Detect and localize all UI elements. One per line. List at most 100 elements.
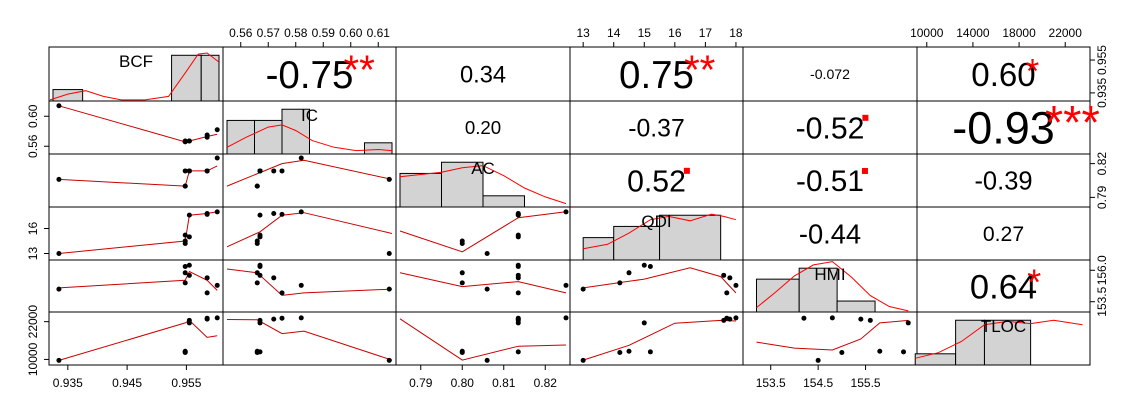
density-curve-bcf (49, 52, 220, 101)
smoother-line-ac-tloc (399, 318, 567, 361)
tick-label-qdi_left: 16 (26, 222, 40, 236)
panel-border-5-4 (742, 311, 918, 366)
correlation-value-ac-hmi: -0.51 (796, 165, 864, 198)
tick-label-qdi_left: 13 (26, 247, 40, 261)
tick-label-tloc_top: 18000 (1002, 26, 1036, 40)
data-point-qdi-tloc-8 (733, 315, 739, 321)
data-point-qdi-hmi-8 (733, 282, 739, 288)
histogram-bar-hmi-1 (798, 267, 838, 313)
smoother-line-hmi-tloc (756, 319, 909, 351)
smoother-line-ac-qdi (399, 211, 567, 253)
tick-label-ac_bottom: 0.82 (534, 376, 558, 390)
tick-label-tloc_top: 22000 (1049, 26, 1083, 40)
smoother-line-qdi-tloc (583, 319, 736, 361)
correlation-value-qdi-tloc: 0.27 (983, 223, 1024, 246)
tick-label-ic_top: 0.59 (312, 26, 336, 40)
data-point-ac-hmi-1 (459, 280, 465, 286)
data-point-qdi-hmi-5 (721, 272, 727, 278)
data-point-bcf-hmi-0 (56, 286, 62, 292)
correlation-value-ic-hmi: -0.52 (796, 112, 865, 145)
panel-border-5-2 (395, 311, 571, 366)
data-point-bcf-hmi-3 (182, 264, 188, 270)
data-point-ac-tloc-0 (484, 357, 490, 363)
data-point-qdi-hmi-1 (617, 280, 623, 286)
panel-border-4-1 (222, 259, 397, 313)
tick-label-ic_left: 0.56 (26, 134, 40, 158)
data-point-bcf-hmi-5 (186, 272, 192, 278)
density-curve-hmi (756, 261, 909, 312)
variable-label-bcf: BCF (119, 52, 153, 71)
data-point-bcf-ic-3 (182, 138, 188, 144)
data-point-ic-ac-8 (298, 155, 304, 161)
density-curve-qdi (583, 213, 737, 250)
data-point-ic-tloc-7 (279, 315, 285, 321)
data-point-ic-ac-6 (271, 168, 277, 174)
data-point-ic-hmi-7 (279, 290, 285, 296)
histogram-bar-ic-2 (281, 108, 310, 155)
data-point-ic-qdi-2 (254, 238, 260, 244)
significance-mark-ic-hmi (862, 114, 869, 121)
histogram-bar-tloc-2 (983, 319, 1032, 366)
panel-border-5-0 (48, 311, 224, 366)
data-point-hmi-tloc-6 (858, 316, 864, 322)
panel-border-5-3 (569, 311, 744, 366)
tick-label-hmi_bottom: 154.5 (803, 376, 833, 390)
correlation-value-bcf-ac: 0.34 (460, 63, 506, 89)
data-point-ic-hmi-8 (298, 282, 304, 288)
data-point-bcf-qdi-8 (214, 209, 220, 215)
data-point-ic-qdi-6 (271, 211, 277, 216)
tick-label-qdi_top: 17 (699, 26, 713, 40)
histogram-bar-bcf-4 (171, 54, 202, 102)
tick-label-ic_top: 0.60 (339, 26, 363, 40)
tick-label-bcf_bottom: 0.935 (53, 376, 83, 390)
data-point-bcf-qdi-2 (182, 238, 188, 244)
data-point-bcf-ic-7 (204, 132, 210, 138)
histogram-bar-ic-5 (364, 142, 393, 155)
histogram-bar-bcf-5 (200, 54, 220, 102)
tick-label-ac_right: 0.82 (1095, 152, 1109, 176)
data-point-ic-qdi-5 (257, 212, 263, 218)
panel-border-3-1 (222, 206, 397, 261)
significance-stars-ic-tloc: *** (1045, 97, 1100, 150)
data-point-ic-hmi-0 (386, 286, 392, 292)
density-curve-ic (226, 124, 393, 152)
correlation-value-ic-qdi: -0.37 (628, 115, 685, 142)
smoother-line-ic-hmi (226, 268, 393, 296)
data-point-bcf-tloc-7 (204, 315, 210, 321)
tick-label-ac_bottom: 0.79 (409, 376, 433, 390)
correlation-value-ic-tloc: -0.93 (952, 103, 1055, 154)
density-curve-ac (399, 165, 567, 205)
data-point-bcf-qdi-5 (186, 212, 192, 218)
data-point-bcf-ac-5 (186, 168, 192, 174)
correlation-value-hmi-tloc: 0.64 (970, 268, 1037, 306)
histogram-bar-qdi-1 (613, 225, 661, 261)
data-point-hmi-tloc-5 (867, 317, 873, 323)
data-point-ac-hmi-4 (515, 262, 521, 268)
tick-label-bcf_bottom: 0.955 (171, 376, 201, 390)
tick-label-hmi_right: 153.5 (1095, 286, 1109, 316)
significance-stars-hmi-tloc: * (1027, 262, 1041, 303)
data-point-bcf-hmi-6 (204, 275, 210, 281)
data-point-qdi-tloc-4 (641, 320, 647, 326)
data-point-bcf-qdi-3 (182, 232, 188, 238)
correlation-value-ic-ac: 0.20 (465, 117, 501, 138)
data-point-bcf-ac-8 (214, 155, 220, 161)
data-point-qdi-hmi-0 (580, 286, 586, 292)
data-point-bcf-tloc-0 (56, 357, 62, 363)
tick-label-ic_left: 0.60 (26, 104, 40, 128)
data-point-ic-tloc-6 (271, 316, 277, 322)
histogram-bar-ac-0 (399, 172, 442, 208)
data-point-qdi-hmi-6 (727, 275, 733, 281)
smoother-line-bcf-tloc (58, 319, 218, 361)
tick-label-hmi_bottom: 155.5 (851, 376, 881, 390)
tick-label-tloc_left: 22000 (26, 305, 40, 339)
tick-label-tloc_top: 10000 (910, 26, 944, 40)
histogram-bar-hmi-0 (755, 278, 800, 313)
data-point-qdi-hmi-7 (724, 290, 730, 296)
panel-border-4-0 (48, 259, 224, 313)
histogram-bar-hmi-2 (836, 300, 876, 313)
data-point-ic-ac-0 (386, 176, 392, 182)
data-point-ic-qdi-0 (386, 251, 392, 256)
tick-label-ic_top: 0.58 (284, 26, 308, 40)
